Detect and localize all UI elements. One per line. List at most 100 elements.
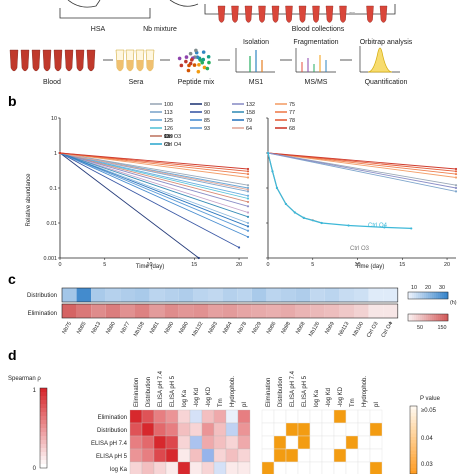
data-point	[246, 197, 250, 200]
scale-step	[40, 460, 47, 465]
peptide-dot	[201, 50, 206, 54]
scale-step	[40, 440, 47, 445]
spearman-cell	[189, 422, 203, 437]
legend-label: 80	[204, 102, 210, 108]
data-point	[454, 186, 458, 190]
scale-step	[410, 423, 417, 427]
spearman-cell	[177, 422, 191, 437]
spearman-cell	[153, 422, 167, 437]
row-label-elimination: Elimination	[28, 311, 57, 317]
heat-cell	[208, 288, 223, 302]
blood-tube-icon	[339, 5, 347, 23]
top-tube-row	[217, 5, 388, 23]
blood-tube-icon	[298, 5, 307, 23]
heat-cell	[178, 304, 194, 318]
pvalue-column-label: Tm	[350, 398, 356, 407]
heat-cell	[76, 288, 92, 302]
legend-label: 77	[289, 110, 295, 116]
blood-tubes-icon	[9, 49, 96, 72]
scale-tick: 0.04	[421, 436, 433, 442]
scale-step	[40, 404, 47, 409]
chart-b-right: 0 5 10 15 20	[266, 117, 458, 268]
heat-cell	[62, 304, 77, 318]
scale-step	[410, 470, 417, 474]
data-point	[454, 172, 458, 176]
data-point	[246, 194, 250, 197]
scale-step	[40, 464, 47, 469]
spearman-column-label: pI	[242, 402, 248, 407]
blood-tube-icon	[20, 49, 30, 72]
column-label: Nb158	[133, 321, 146, 338]
legend-label: 113	[164, 110, 173, 116]
pvalue-cell	[297, 422, 311, 437]
blood-tube-icon	[379, 5, 388, 23]
pvalue-cell	[333, 435, 347, 450]
data-point	[246, 235, 250, 239]
series-line-132	[267, 152, 457, 189]
series-line-158	[59, 152, 249, 218]
scale-step	[410, 426, 417, 430]
heat-cell	[120, 288, 135, 302]
heat-cell	[324, 304, 340, 318]
heat-cell	[164, 288, 179, 302]
colorbar-step	[434, 292, 437, 299]
data-point	[454, 170, 458, 173]
scale-step	[40, 456, 47, 461]
heat-cell	[135, 288, 150, 302]
spearman-column-label: Tm	[218, 398, 224, 407]
spearman-cell	[237, 435, 251, 450]
data-point	[410, 227, 413, 230]
peptide-dot	[201, 57, 206, 62]
mouse-icon	[67, 0, 101, 8]
peptide-dot	[184, 55, 189, 59]
data-point	[266, 151, 270, 155]
heat-cell	[354, 288, 369, 302]
data-point	[302, 216, 305, 219]
pvalue-cell	[357, 448, 371, 463]
series-line-64	[59, 152, 249, 191]
data-point	[271, 170, 274, 173]
blood-tube-icon	[75, 49, 85, 72]
legend-label: 98	[164, 134, 170, 140]
data-point	[320, 221, 323, 225]
pvalue-cell	[309, 461, 323, 474]
sera-fill-icon	[116, 60, 124, 71]
step-sera: Sera	[129, 79, 144, 86]
spearman-column-label: -log Kd	[194, 388, 200, 407]
scale-step	[40, 436, 47, 441]
spearman-cell	[225, 422, 239, 437]
pvalue-cell	[261, 409, 275, 424]
heat-cell	[222, 304, 238, 318]
colorbar-step	[426, 292, 429, 299]
colorbar-step	[446, 292, 449, 299]
heat-cell	[295, 304, 311, 318]
legend-label: 90	[204, 110, 210, 116]
x-tick-label: 5	[311, 262, 314, 268]
spearman-cell	[177, 461, 191, 474]
legend-label: 132	[246, 102, 255, 108]
column-label: Nb80	[178, 321, 190, 335]
pvalue-column-label: Elimination	[266, 378, 272, 407]
spearman-cell	[189, 448, 203, 463]
x-tick-label: 10	[355, 262, 361, 268]
blood-tube-icon	[325, 5, 334, 23]
panel-label-b: b	[8, 93, 17, 109]
pvalue-cell	[345, 409, 359, 424]
pvalue-title: P value	[420, 396, 441, 402]
data-point	[246, 221, 250, 225]
y-tick-label: 1	[54, 151, 57, 157]
pvalue-cell	[273, 422, 287, 437]
series-line-90	[59, 152, 240, 248]
spearman-column-label: log Ka	[182, 389, 188, 407]
spearman-cell	[129, 409, 143, 424]
column-label: Nb93	[207, 321, 219, 335]
blood-tube-icon	[9, 49, 19, 72]
colorbar-tick: 10	[411, 285, 417, 291]
spearman-row-label: ELISA pH 7.4	[91, 441, 128, 447]
scale-tick: 1	[33, 388, 37, 394]
heat-cell	[164, 304, 179, 318]
spearman-cell	[237, 448, 251, 463]
data-point	[246, 184, 250, 187]
series-line-129	[59, 152, 249, 197]
step-fragmentation: Fragmentation	[293, 39, 338, 46]
